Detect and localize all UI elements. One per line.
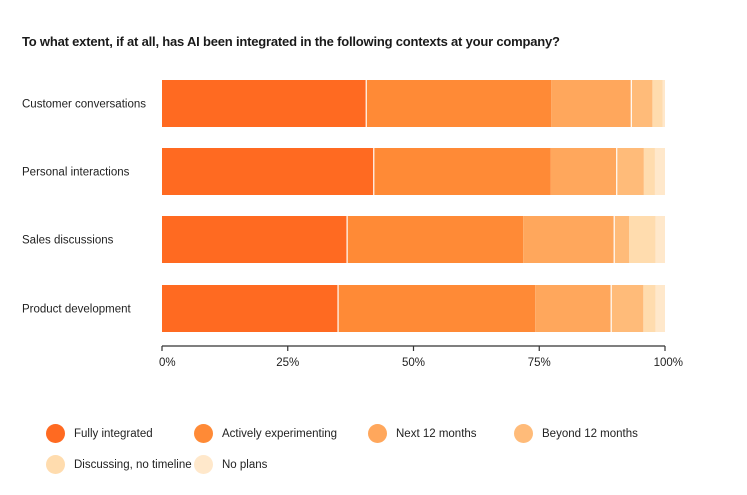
- legend-item: Discussing, no timeline: [46, 455, 192, 474]
- legend-label: Fully integrated: [74, 427, 153, 440]
- bar-segment-discussing-no-timeline: [629, 216, 656, 263]
- legend-label: Discussing, no timeline: [74, 458, 192, 471]
- bar-segment-discussing-no-timeline: [643, 285, 656, 332]
- legend-swatch-icon: [368, 424, 387, 443]
- legend-swatch-icon: [194, 424, 213, 443]
- bar-segment-next-12-months: [535, 285, 612, 332]
- legend-item: Fully integrated: [46, 424, 153, 443]
- chart-title: To what extent, if at all, has AI been i…: [22, 34, 560, 49]
- bar-segment-beyond-12-months: [616, 148, 644, 195]
- legend-swatch-icon: [194, 455, 213, 474]
- legend-label: Actively experimenting: [222, 427, 338, 440]
- legend-item: Actively experimenting: [194, 424, 337, 443]
- bars: [162, 80, 665, 332]
- bar-segment-next-12-months: [550, 148, 617, 195]
- legend-item: Beyond 12 months: [514, 424, 638, 443]
- bar-segment-actively-experimenting: [347, 216, 524, 263]
- category-labels: Customer conversations Personal interacti…: [22, 99, 146, 316]
- bar-segment-discussing-no-timeline: [643, 148, 655, 195]
- bar-segment-fully-integrated: [162, 80, 367, 127]
- legend-label: Next 12 months: [396, 427, 477, 440]
- bar-segment-beyond-12-months: [614, 216, 630, 263]
- bar-segment-beyond-12-months: [611, 285, 644, 332]
- bar-segment-fully-integrated: [162, 216, 348, 263]
- legend-label: Beyond 12 months: [542, 427, 638, 440]
- category-label: Personal interactions: [22, 167, 130, 179]
- bar-segment-actively-experimenting: [373, 148, 551, 195]
- x-tick-label: 25%: [276, 357, 299, 369]
- legend-swatch-icon: [514, 424, 533, 443]
- bar-segment-next-12-months: [523, 216, 615, 263]
- bar-segment-discussing-no-timeline: [652, 80, 663, 127]
- bar-segment-no-plans: [655, 216, 665, 263]
- legend-label: No plans: [222, 458, 268, 471]
- legend-item: Next 12 months: [368, 424, 477, 443]
- legend-swatch-icon: [46, 455, 65, 474]
- bar-segment-fully-integrated: [162, 148, 374, 195]
- x-tick-label: 75%: [528, 357, 551, 369]
- bar-segment-no-plans: [662, 80, 665, 127]
- bar-segment-no-plans: [654, 148, 665, 195]
- bar-segment-next-12-months: [551, 80, 632, 127]
- bar-segment-actively-experimenting: [366, 80, 552, 127]
- x-axis: 0% 25% 50% 75% 100%: [159, 345, 683, 369]
- legend-item: No plans: [194, 455, 267, 474]
- category-label: Sales discussions: [22, 235, 114, 247]
- category-label: Customer conversations: [22, 99, 146, 111]
- category-label: Product development: [22, 304, 131, 316]
- bar-segment-beyond-12-months: [631, 80, 653, 127]
- legend-swatch-icon: [46, 424, 65, 443]
- stacked-bar-chart: Customer conversations Personal interacti…: [22, 80, 683, 369]
- bar-segment-no-plans: [655, 285, 665, 332]
- x-tick-label: 50%: [402, 357, 425, 369]
- bar-segment-fully-integrated: [162, 285, 339, 332]
- x-tick-label: 0%: [159, 357, 176, 369]
- x-tick-label: 100%: [654, 357, 683, 369]
- bar-segment-actively-experimenting: [338, 285, 536, 332]
